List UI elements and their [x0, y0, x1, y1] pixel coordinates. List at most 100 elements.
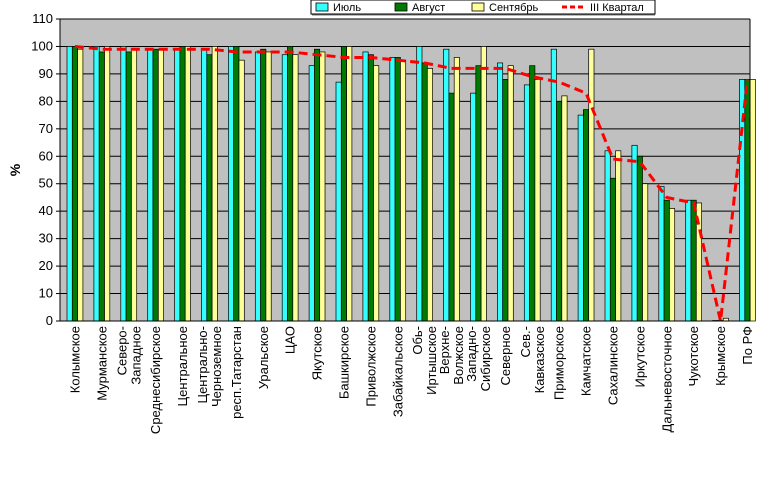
bar	[690, 199, 697, 322]
bar	[400, 59, 407, 322]
bar	[184, 46, 191, 322]
bars	[66, 46, 756, 322]
bar	[98, 51, 105, 322]
category-label-line: ЦАО	[283, 326, 298, 354]
bar	[362, 51, 369, 322]
bar	[453, 57, 460, 322]
category-label-line: Крымское	[713, 326, 728, 386]
bar	[443, 48, 450, 322]
category-label-line: Западное	[128, 326, 143, 385]
category-label-line: Колымское	[67, 326, 82, 393]
category-label: Центральное	[175, 326, 190, 406]
category-label-line: Черноземное	[209, 326, 224, 407]
bar	[523, 84, 530, 322]
bar	[507, 65, 514, 322]
bar	[394, 57, 401, 322]
bar	[497, 62, 504, 322]
category-label: респ.Татарстан	[229, 326, 244, 419]
category-label: Крымское	[713, 326, 728, 386]
y-tick-label: 30	[39, 231, 53, 246]
bar	[71, 46, 78, 322]
bar	[292, 54, 299, 322]
category-label: Мурманское	[94, 326, 109, 401]
bar	[120, 46, 127, 322]
bar	[416, 46, 423, 322]
bar	[588, 48, 595, 322]
category-label: Колымское	[67, 326, 82, 393]
bar	[152, 48, 159, 322]
category-label: Обь- Иртышское	[410, 326, 439, 395]
bar	[556, 101, 563, 322]
category-label: Северо- Западное	[114, 326, 143, 385]
category-label-line: Северное	[498, 326, 513, 385]
y-tick-label: 10	[39, 286, 53, 301]
category-label-line: Центральное	[175, 326, 190, 406]
category-label: Верхне- Волжское	[437, 326, 466, 385]
bar	[615, 150, 622, 322]
category-label-line: Западно-	[464, 326, 479, 382]
bar	[77, 48, 84, 322]
bar	[604, 150, 611, 322]
bar	[66, 46, 73, 322]
bar	[174, 48, 181, 322]
category-label-line: Центрально-	[195, 326, 210, 404]
y-tick-label: 0	[46, 313, 53, 328]
legend: Июль Август Сентябрь III Квартал	[310, 0, 656, 16]
bar	[104, 46, 111, 322]
category-label-line: Башкирское	[336, 326, 351, 399]
category-label: Приволжское	[363, 326, 378, 407]
bar	[663, 199, 670, 322]
bar	[265, 51, 272, 322]
category-label: Уральское	[256, 326, 271, 389]
category-label: Камчатское	[579, 326, 594, 396]
bar	[131, 48, 138, 322]
bar	[631, 144, 638, 322]
category-label-line: Кавказское	[532, 326, 547, 393]
bar	[346, 46, 353, 322]
bar	[669, 208, 676, 322]
bar	[206, 54, 213, 322]
bar	[685, 199, 692, 322]
bar	[211, 46, 218, 322]
bar	[642, 183, 649, 322]
category-label-line: Якутское	[310, 326, 325, 380]
category-label: По РФ	[740, 326, 755, 365]
category-label-line: Сев.-	[518, 326, 533, 357]
legend-swatch	[394, 2, 408, 12]
category-label: Приморское	[552, 326, 567, 400]
category-label-line: Мурманское	[94, 326, 109, 401]
legend-label: III Квартал	[590, 2, 644, 14]
category-label: ЦАО	[283, 326, 298, 354]
category-label: Забайкальское	[390, 326, 405, 417]
category-label: Среднесибирское	[148, 326, 163, 434]
category-label: Сахалинское	[605, 326, 620, 405]
bar	[550, 48, 557, 322]
bar	[502, 79, 509, 322]
y-tick-label: 100	[31, 38, 53, 53]
category-label: Иркутское	[632, 326, 647, 388]
legend-label: Август	[412, 2, 445, 14]
y-axis-label: %	[7, 163, 23, 176]
legend-label: Сентябрь	[489, 2, 539, 14]
category-label-line: Приморское	[552, 326, 567, 400]
category-label: Чукотское	[686, 326, 701, 387]
x-axis-labels: Колымское Мурманское Северо- Западное Средне…	[67, 326, 755, 434]
bar	[367, 54, 374, 322]
bar	[448, 92, 455, 322]
bar	[426, 68, 433, 322]
bar	[93, 46, 100, 322]
bar	[340, 46, 347, 322]
y-tick-label: 70	[39, 121, 53, 136]
bar	[314, 48, 321, 322]
series-line	[74, 44, 749, 323]
legend-label: Июль	[333, 2, 361, 14]
category-label-line: Иркутское	[632, 326, 647, 388]
bar	[308, 65, 315, 322]
bar	[480, 46, 487, 322]
y-tick-label: 80	[39, 93, 53, 108]
legend-swatch	[315, 2, 329, 12]
bar	[233, 46, 240, 322]
category-label-line: Северо-	[114, 326, 129, 375]
category-label-line: Уральское	[256, 326, 271, 389]
